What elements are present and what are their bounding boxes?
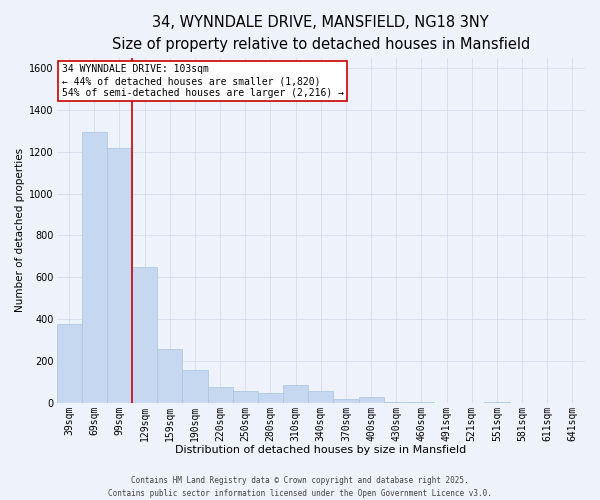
Y-axis label: Number of detached properties: Number of detached properties bbox=[15, 148, 25, 312]
Bar bbox=[484, 402, 509, 403]
X-axis label: Distribution of detached houses by size in Mansfield: Distribution of detached houses by size … bbox=[175, 445, 466, 455]
Bar bbox=[208, 387, 233, 403]
Bar bbox=[283, 385, 308, 403]
Bar bbox=[182, 370, 208, 403]
Bar bbox=[359, 396, 383, 403]
Bar bbox=[308, 392, 334, 403]
Text: Contains HM Land Registry data © Crown copyright and database right 2025.
Contai: Contains HM Land Registry data © Crown c… bbox=[108, 476, 492, 498]
Text: 34 WYNNDALE DRIVE: 103sqm
← 44% of detached houses are smaller (1,820)
54% of se: 34 WYNNDALE DRIVE: 103sqm ← 44% of detac… bbox=[62, 64, 344, 98]
Bar bbox=[334, 398, 359, 403]
Bar bbox=[157, 350, 182, 403]
Title: 34, WYNNDALE DRIVE, MANSFIELD, NG18 3NY
Size of property relative to detached ho: 34, WYNNDALE DRIVE, MANSFIELD, NG18 3NY … bbox=[112, 15, 530, 52]
Bar bbox=[107, 148, 132, 403]
Bar bbox=[56, 324, 82, 403]
Bar bbox=[409, 402, 434, 403]
Bar bbox=[82, 132, 107, 403]
Bar bbox=[132, 267, 157, 403]
Bar bbox=[233, 392, 258, 403]
Bar bbox=[383, 402, 409, 403]
Bar bbox=[258, 394, 283, 403]
